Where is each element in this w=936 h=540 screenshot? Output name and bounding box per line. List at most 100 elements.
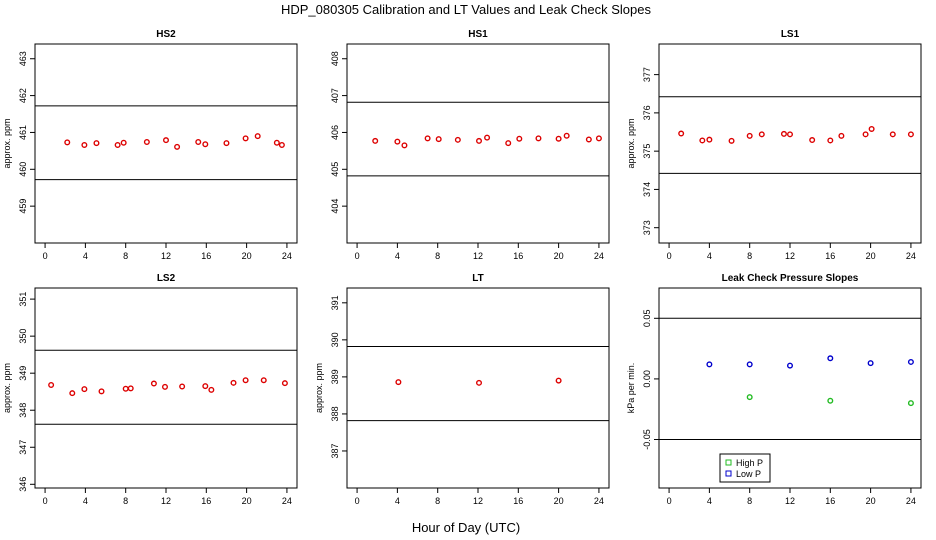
data-point xyxy=(827,137,834,144)
x-tick-label: 4 xyxy=(83,251,88,261)
data-point xyxy=(273,139,280,146)
data-point xyxy=(907,131,914,138)
y-tick-label: 460 xyxy=(18,162,28,177)
y-tick-label: 407 xyxy=(330,88,340,103)
data-point xyxy=(401,142,408,149)
x-tick-label: 12 xyxy=(161,251,171,261)
data-point xyxy=(179,383,186,390)
x-tick-label: 20 xyxy=(554,251,564,261)
x-tick-label: 8 xyxy=(435,496,440,506)
x-tick-label: 20 xyxy=(866,251,876,261)
data-point xyxy=(563,132,570,139)
data-point xyxy=(424,135,431,142)
data-point xyxy=(48,382,55,389)
data-point xyxy=(208,386,215,393)
y-tick-label: 387 xyxy=(330,443,340,458)
data-point xyxy=(260,377,267,384)
legend-label: Low P xyxy=(736,469,761,479)
x-tick-label: 0 xyxy=(667,251,672,261)
data-point xyxy=(69,390,76,397)
legend-box xyxy=(719,453,771,483)
panel-title: LS2 xyxy=(157,273,176,284)
chart-panel-4: LT approx. ppm 0 4 8 12 16 20 24 387 388 389 390 391 xyxy=(314,273,610,506)
data-point xyxy=(202,141,209,148)
x-tick-label: 4 xyxy=(83,496,88,506)
data-point xyxy=(372,137,379,144)
x-tick-label: 4 xyxy=(707,251,712,261)
data-point xyxy=(127,385,134,392)
x-tick-label: 20 xyxy=(554,496,564,506)
data-point xyxy=(476,379,483,386)
x-tick-label: 0 xyxy=(355,251,360,261)
plot-frame xyxy=(34,287,298,489)
figure-title: HDP_080305 Calibration and LT Values and… xyxy=(281,2,652,17)
data-point xyxy=(867,360,874,367)
x-tick-label: 16 xyxy=(201,251,211,261)
x-tick-label: 12 xyxy=(785,496,795,506)
x-tick-label: 8 xyxy=(435,251,440,261)
data-point xyxy=(114,141,121,148)
x-tick-label: 24 xyxy=(906,251,916,261)
panel-title: HS1 xyxy=(468,29,488,40)
plot-frame xyxy=(34,43,298,244)
x-tick-label: 4 xyxy=(707,496,712,506)
x-tick-label: 16 xyxy=(513,251,523,261)
x-tick-label: 20 xyxy=(242,496,252,506)
y-tick-label: 350 xyxy=(18,329,28,344)
y-axis-label: approx. ppm xyxy=(2,363,12,413)
data-point xyxy=(195,139,202,146)
data-point xyxy=(202,383,209,390)
y-tick-label: 389 xyxy=(330,369,340,384)
data-point xyxy=(254,133,261,140)
data-point xyxy=(93,140,100,147)
x-tick-label: 4 xyxy=(395,251,400,261)
data-point xyxy=(758,131,765,138)
data-point xyxy=(809,137,816,144)
x-tick-label: 16 xyxy=(825,251,835,261)
x-tick-label: 0 xyxy=(43,496,48,506)
data-point xyxy=(394,138,401,145)
panel-title: Leak Check Pressure Slopes xyxy=(722,273,859,284)
x-tick-label: 0 xyxy=(355,496,360,506)
data-point xyxy=(706,361,713,368)
chart-panel-5: Leak Check Pressure Slopes kPa per min. 0 4… xyxy=(626,273,922,506)
y-tick-label: 408 xyxy=(330,51,340,66)
data-point xyxy=(868,125,875,132)
x-tick-label: 0 xyxy=(667,496,672,506)
data-point xyxy=(242,377,249,384)
y-tick-label: 390 xyxy=(330,332,340,347)
panel-title: LS1 xyxy=(781,29,800,40)
data-point xyxy=(699,137,706,144)
x-tick-label: 12 xyxy=(161,496,171,506)
y-axis-label: kPa per min. xyxy=(626,363,636,414)
y-tick-label: 388 xyxy=(330,406,340,421)
x-tick-label: 12 xyxy=(785,251,795,261)
data-point xyxy=(728,137,735,144)
y-tick-label: 351 xyxy=(18,292,28,307)
x-tick-label: 12 xyxy=(473,496,483,506)
data-point xyxy=(787,131,794,138)
x-tick-label: 20 xyxy=(242,251,252,261)
data-point xyxy=(787,362,794,369)
y-tick-label: 375 xyxy=(642,144,652,159)
x-tick-label: 8 xyxy=(747,496,752,506)
chart-panel-1: HS1 0 4 8 12 16 20 24 404 405 406 407 408 xyxy=(330,29,610,261)
y-tick-label: 463 xyxy=(18,51,28,66)
y-axis-label: approx. ppm xyxy=(2,118,12,168)
data-point xyxy=(454,136,461,143)
data-point xyxy=(678,130,685,137)
y-tick-label: 348 xyxy=(18,403,28,418)
data-point xyxy=(435,136,442,143)
panel-title: HS2 xyxy=(156,29,176,40)
y-tick-label: 373 xyxy=(642,220,652,235)
data-point xyxy=(706,136,713,143)
data-point xyxy=(81,141,88,148)
data-point xyxy=(64,139,71,146)
x-tick-label: 8 xyxy=(747,251,752,261)
legend-label: High P xyxy=(736,458,763,468)
data-point xyxy=(230,379,237,386)
data-point xyxy=(242,135,249,142)
data-point xyxy=(150,380,157,387)
y-tick-label: 404 xyxy=(330,199,340,214)
